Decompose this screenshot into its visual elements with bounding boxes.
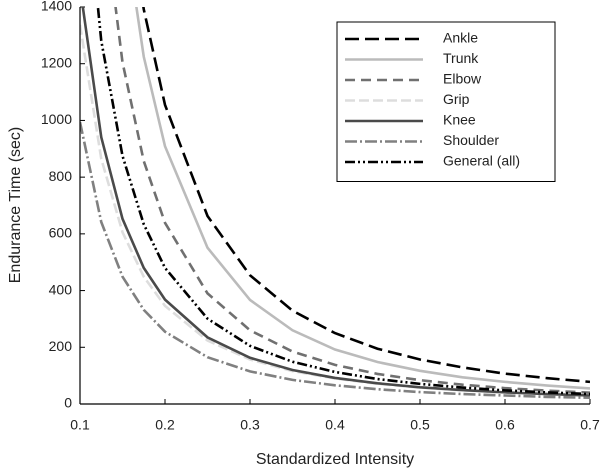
legend-label: Trunk	[443, 50, 479, 66]
plot-area	[80, 7, 590, 400]
x-axis-label: Standardized Intensity	[256, 451, 414, 468]
series-line	[135, 7, 590, 390]
x-tick-label: 0.3	[240, 417, 260, 433]
y-tick-label: 200	[49, 338, 73, 354]
series-line	[80, 121, 590, 400]
legend-label: Knee	[443, 112, 476, 128]
legend-label: Shoulder	[443, 132, 499, 148]
x-tick-label: 0.4	[325, 417, 345, 433]
series-line	[114, 7, 590, 394]
x-tick-label: 0.1	[70, 417, 90, 433]
y-tick-label: 800	[49, 168, 73, 184]
series-line	[142, 7, 590, 384]
legend-label: Ankle	[443, 30, 478, 46]
legend-label: General (all)	[443, 153, 520, 169]
y-tick-label: 400	[49, 281, 73, 297]
y-tick-label: 0	[64, 395, 72, 411]
series-line	[96, 7, 590, 396]
y-tick-label: 600	[49, 225, 73, 241]
series-line	[81, 7, 590, 397]
y-tick-label: 1400	[41, 0, 72, 14]
x-tick-label: 0.5	[410, 417, 430, 433]
x-tick-label: 0.2	[155, 417, 175, 433]
legend-label: Grip	[443, 91, 470, 107]
x-tick-label: 0.6	[495, 417, 515, 433]
legend-label: Elbow	[443, 71, 482, 87]
y-tick-label: 1000	[41, 111, 72, 127]
y-axis-label: Endurance Time (sec)	[7, 127, 24, 284]
x-tick-label: 0.7	[580, 417, 600, 433]
y-tick-label: 1200	[41, 54, 72, 70]
